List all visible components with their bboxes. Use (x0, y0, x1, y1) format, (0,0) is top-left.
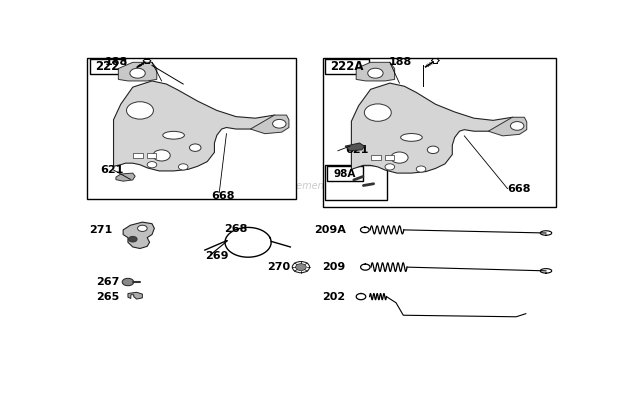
Polygon shape (250, 115, 289, 134)
Circle shape (416, 166, 426, 172)
Circle shape (273, 119, 286, 128)
Bar (322, 58, 556, 207)
Bar (89, 59, 125, 74)
Polygon shape (123, 222, 154, 249)
Text: 668: 668 (508, 184, 531, 193)
Text: 271: 271 (89, 225, 112, 235)
Circle shape (126, 102, 153, 119)
Circle shape (179, 164, 188, 170)
Bar (87, 58, 296, 199)
Circle shape (153, 150, 170, 161)
Circle shape (427, 146, 439, 154)
Circle shape (385, 164, 394, 170)
Text: 209: 209 (322, 262, 345, 272)
Text: 188: 188 (388, 57, 412, 67)
Bar (371, 155, 381, 160)
Text: 222: 222 (95, 60, 120, 73)
Text: 668: 668 (211, 191, 234, 201)
Circle shape (122, 278, 134, 286)
Bar (385, 155, 394, 160)
Polygon shape (116, 173, 135, 181)
Circle shape (510, 122, 524, 130)
Text: 188: 188 (105, 57, 128, 67)
Polygon shape (352, 83, 517, 173)
Text: 98A: 98A (334, 169, 356, 179)
Polygon shape (356, 62, 394, 81)
Text: 209A: 209A (314, 225, 345, 235)
Text: 270: 270 (267, 262, 290, 272)
Text: 222A: 222A (330, 60, 364, 73)
Circle shape (365, 104, 391, 121)
Circle shape (292, 262, 309, 273)
Text: 269: 269 (205, 251, 228, 261)
Text: 268: 268 (224, 224, 247, 234)
Bar (325, 59, 369, 74)
Bar (147, 153, 156, 158)
Circle shape (368, 68, 383, 78)
Text: eReplacementParts.com: eReplacementParts.com (258, 181, 378, 191)
Text: 621: 621 (345, 145, 368, 155)
Bar (327, 166, 363, 181)
Ellipse shape (401, 133, 422, 141)
Bar (325, 165, 388, 200)
Polygon shape (489, 117, 527, 136)
Text: 202: 202 (322, 292, 345, 301)
Circle shape (147, 162, 157, 168)
Circle shape (190, 144, 201, 152)
Text: 265: 265 (97, 292, 120, 302)
Circle shape (128, 237, 137, 242)
Circle shape (138, 225, 147, 231)
Bar (133, 153, 143, 158)
Ellipse shape (163, 131, 184, 139)
Polygon shape (128, 292, 143, 299)
Polygon shape (113, 81, 279, 171)
Circle shape (130, 68, 145, 78)
Text: 267: 267 (96, 277, 120, 287)
Polygon shape (118, 62, 157, 81)
Text: 621: 621 (100, 165, 124, 175)
Polygon shape (345, 143, 365, 151)
Circle shape (391, 152, 408, 163)
Circle shape (296, 264, 306, 270)
